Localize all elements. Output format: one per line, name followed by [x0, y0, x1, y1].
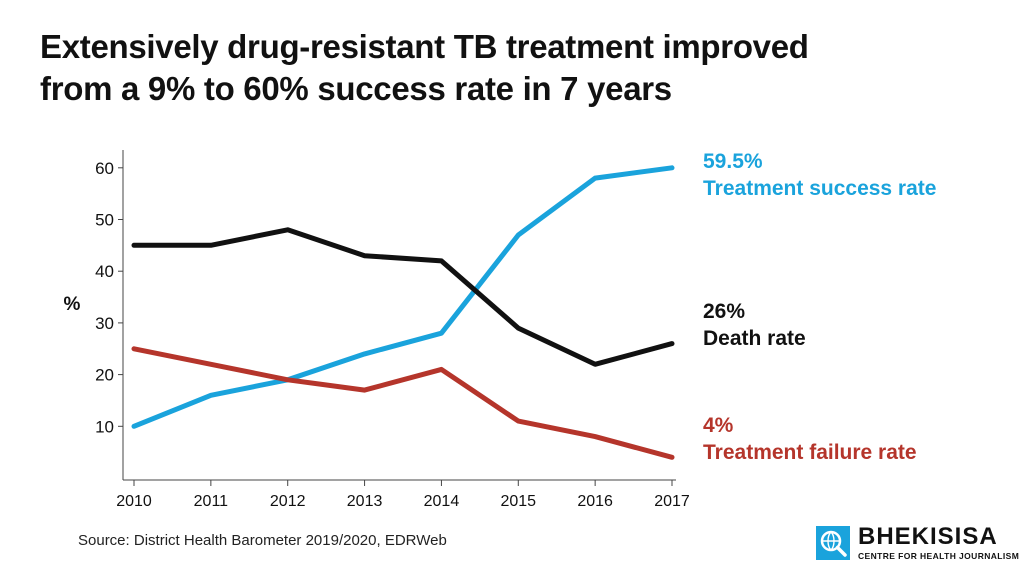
x-tick-label: 2012	[270, 493, 306, 510]
x-tick-label: 2010	[116, 493, 152, 510]
x-tick-label: 2016	[577, 493, 613, 510]
end-value-treatment-success-rate: 59.5%	[703, 150, 763, 173]
x-tick-label: 2014	[424, 493, 460, 510]
end-value-death-rate: 26%	[703, 300, 745, 323]
title-line-1: Extensively drug-resistant TB treatment …	[40, 28, 809, 65]
y-tick-label: 40	[95, 262, 114, 281]
x-tick-label: 2011	[194, 493, 229, 510]
magnifier-globe-icon	[816, 526, 850, 560]
title-line-2: from a 9% to 60% success rate in 7 years	[40, 70, 672, 107]
y-tick-label: 10	[95, 417, 114, 436]
x-tick-label: 2013	[347, 493, 383, 510]
y-tick-label: 30	[95, 314, 114, 333]
y-tick-label: 20	[95, 366, 114, 385]
logo-name: BHEKISISA	[858, 523, 998, 550]
y-tick-label: 60	[95, 159, 114, 178]
x-tick-label: 2017	[654, 493, 690, 510]
source-note: Source: District Health Barometer 2019/2…	[78, 532, 447, 549]
series-line-death-rate	[131, 227, 675, 367]
series-label-death-rate: Death rate	[703, 327, 806, 350]
y-tick-label: 50	[95, 211, 114, 230]
y-axis-label: %	[64, 294, 81, 315]
series-label-treatment-success-rate: Treatment success rate	[703, 177, 936, 200]
series-line-treatment-success-rate	[131, 165, 675, 429]
series-line-treatment-failure-rate	[131, 346, 675, 460]
bhekisisa-logo: BHEKISISA CENTRE FOR HEALTH JOURNALISM	[816, 523, 1020, 565]
x-tick-label: 2015	[500, 493, 536, 510]
end-value-treatment-failure-rate: 4%	[703, 414, 734, 437]
series-label-treatment-failure-rate: Treatment failure rate	[703, 441, 917, 464]
logo-tagline: CENTRE FOR HEALTH JOURNALISM	[858, 551, 1020, 561]
chart-title: Extensively drug-resistant TB treatment …	[40, 26, 980, 110]
